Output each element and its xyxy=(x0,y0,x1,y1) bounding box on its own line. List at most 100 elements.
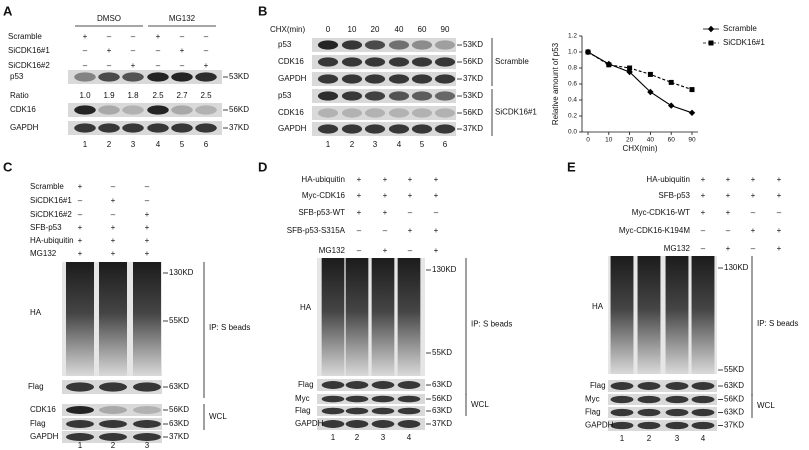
x-tick-label: 90 xyxy=(688,137,696,144)
band xyxy=(317,108,339,118)
condition-sign: – xyxy=(107,61,112,70)
ubiquitin-smear xyxy=(66,262,94,376)
lane-number: 1 xyxy=(620,434,625,443)
lane-number: 2 xyxy=(350,140,355,149)
size-marker: 63KD xyxy=(432,380,452,389)
ubiquitin-smear xyxy=(371,258,395,376)
size-marker: 56KD xyxy=(432,394,452,403)
band xyxy=(637,395,661,404)
size-marker: 130KD xyxy=(432,265,457,274)
lane-number: 3 xyxy=(675,434,680,443)
blot-label: GAPDH xyxy=(585,421,614,430)
band xyxy=(317,57,339,67)
data-line xyxy=(587,51,693,114)
size-marker: 130KD xyxy=(169,268,194,277)
condition-sign: + xyxy=(78,249,83,258)
band xyxy=(691,421,715,430)
data-point xyxy=(647,71,653,77)
blot-label: CDK16 xyxy=(30,405,56,414)
condition-label: SiCDK16#1 xyxy=(8,46,50,55)
condition-sign: + xyxy=(408,226,413,235)
condition-sign: + xyxy=(383,208,388,217)
band xyxy=(147,123,169,133)
size-marker: 56KD xyxy=(229,105,249,114)
condition-sign: + xyxy=(111,223,116,232)
size-marker: 56KD xyxy=(463,57,483,66)
lane-number: 4 xyxy=(701,434,706,443)
legend-marker xyxy=(707,25,715,33)
band xyxy=(98,105,120,115)
band xyxy=(195,72,217,82)
data-point xyxy=(689,87,695,93)
band xyxy=(364,40,386,50)
condition-sign: – xyxy=(145,196,150,205)
condition-sign: + xyxy=(83,32,88,41)
panel-letter: B xyxy=(258,3,267,18)
condition-label: SiCDK16#2 xyxy=(30,210,72,219)
condition-sign: + xyxy=(434,246,439,255)
condition-sign: – xyxy=(408,246,413,255)
condition-sign: + xyxy=(78,223,83,232)
data-point xyxy=(688,109,696,116)
x-tick-label: 60 xyxy=(668,137,676,144)
condition-sign: + xyxy=(383,175,388,184)
ratio-value: 1.0 xyxy=(79,91,91,100)
blot-label: GAPDH xyxy=(295,419,324,428)
size-marker: 37KD xyxy=(432,419,452,428)
panel-letter: A xyxy=(3,3,13,18)
wcl-label: WCL xyxy=(471,400,489,409)
lane-number: 1 xyxy=(78,441,83,450)
condition-sign: + xyxy=(357,191,362,200)
band xyxy=(341,74,363,84)
blot-label: Myc xyxy=(585,395,600,404)
lane-number: 2 xyxy=(111,441,116,450)
condition-sign: + xyxy=(145,236,150,245)
size-marker: 37KD xyxy=(463,124,483,133)
y-tick-label: 1.2 xyxy=(568,33,577,40)
condition-sign: + xyxy=(434,191,439,200)
size-marker: 37KD xyxy=(724,421,744,430)
band xyxy=(66,406,94,414)
condition-sign: + xyxy=(408,175,413,184)
blot-label: GAPDH xyxy=(278,124,307,133)
band xyxy=(341,124,363,134)
band xyxy=(99,382,127,392)
ratio-label: Ratio xyxy=(10,91,29,100)
condition-sign: + xyxy=(777,191,782,200)
band xyxy=(434,124,456,134)
condition-sign: + xyxy=(78,236,83,245)
blot-strip xyxy=(608,407,717,418)
lane-number: 2 xyxy=(647,434,652,443)
band xyxy=(411,74,433,84)
data-point xyxy=(585,49,591,55)
ip-label: IP: S beads xyxy=(757,319,798,328)
y-tick-label: 0.2 xyxy=(568,113,577,120)
band xyxy=(66,433,94,441)
band xyxy=(99,433,127,441)
condition-sign: – xyxy=(726,226,731,235)
band xyxy=(321,395,345,403)
blot-label: HA xyxy=(300,303,312,312)
lane-number: 3 xyxy=(373,140,378,149)
ubiquitin-smear xyxy=(321,258,345,376)
band xyxy=(397,420,421,428)
band xyxy=(122,123,144,133)
data-point xyxy=(627,65,633,71)
band xyxy=(691,382,715,390)
y-tick-label: 0.0 xyxy=(568,129,577,136)
ratio-value: 2.5 xyxy=(152,91,164,100)
condition-sign: + xyxy=(357,208,362,217)
condition-sign: + xyxy=(145,223,150,232)
ubiquitin-smear xyxy=(345,258,369,376)
blot-strip xyxy=(312,106,456,120)
band xyxy=(411,124,433,134)
condition-sign: + xyxy=(751,191,756,200)
blot-label: p53 xyxy=(278,91,292,100)
condition-sign: + xyxy=(111,196,116,205)
condition-sign: + xyxy=(357,175,362,184)
y-axis-label: Relative amount of p53 xyxy=(551,42,560,125)
condition-sign: – xyxy=(751,244,756,253)
blot-strip xyxy=(608,394,717,405)
y-tick-label: 0.4 xyxy=(568,97,577,104)
panel-letter: D xyxy=(258,159,267,174)
